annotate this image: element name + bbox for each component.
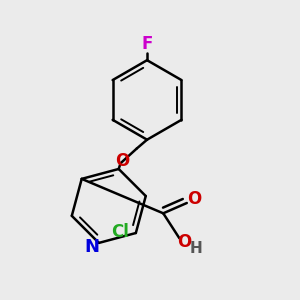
Text: N: N [84,238,99,256]
Text: H: H [189,241,202,256]
Text: Cl: Cl [111,223,129,241]
Text: O: O [115,152,129,170]
Text: F: F [141,35,153,53]
Text: O: O [187,190,201,208]
Text: O: O [178,233,192,251]
